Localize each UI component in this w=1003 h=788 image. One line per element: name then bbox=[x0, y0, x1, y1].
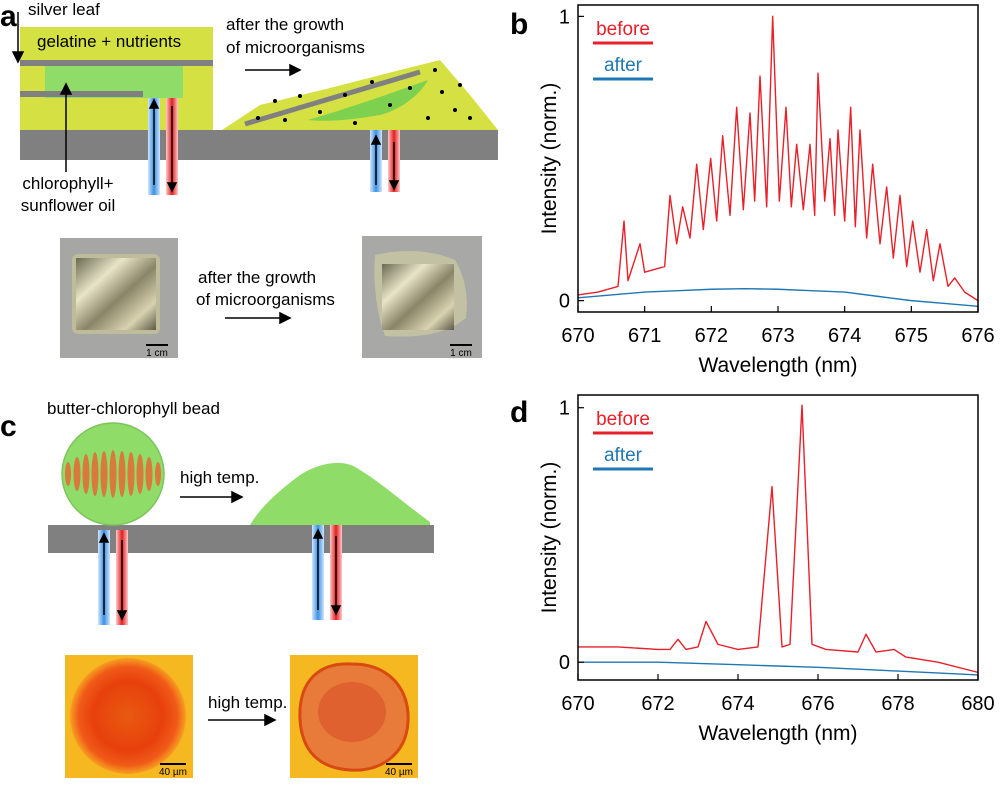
label: of microorganisms bbox=[226, 38, 365, 57]
scale-label: 40 µm bbox=[385, 767, 413, 778]
label: silver leaf bbox=[28, 0, 100, 19]
y-tick-label: 0 bbox=[559, 291, 570, 313]
charts: 670 671 672 673 674 675 676 0 1 Wavelength (nm) In… bbox=[538, 4, 995, 745]
silver-leaf bbox=[20, 60, 213, 66]
x-tick-label: 676 bbox=[801, 693, 834, 715]
x-tick-label: 674 bbox=[828, 325, 861, 347]
label: after the growth bbox=[226, 15, 344, 34]
legend-label: before bbox=[596, 409, 650, 430]
panel-a: a silver leaf gelatine + nutrients after… bbox=[0, 0, 498, 359]
x-tick-label: 671 bbox=[628, 325, 661, 347]
substrate bbox=[20, 130, 498, 160]
dots bbox=[256, 68, 472, 125]
y-tick-label: 1 bbox=[559, 398, 570, 420]
line-series bbox=[577, 15, 979, 302]
label: butter-chlorophyll bead bbox=[47, 399, 220, 418]
label: after the growth bbox=[198, 268, 316, 287]
x-tick-label: 670 bbox=[561, 325, 594, 347]
bead-modes bbox=[65, 450, 161, 498]
chart: 670 671 672 673 674 675 676 0 1 Wavelength (nm) In… bbox=[538, 4, 995, 377]
x-tick-label: 680 bbox=[961, 693, 994, 715]
panel-label: d bbox=[510, 396, 528, 429]
arrows bbox=[11, 12, 400, 325]
scale-label: 1 cm bbox=[450, 348, 472, 359]
x-tick-label: 672 bbox=[641, 693, 674, 715]
arrows bbox=[98, 490, 342, 727]
y-tick-label: 1 bbox=[559, 6, 570, 28]
x-tick-label: 670 bbox=[561, 693, 594, 715]
x-tick-label: 678 bbox=[881, 693, 914, 715]
photo-silver bbox=[76, 258, 156, 330]
label: high temp. bbox=[180, 468, 259, 487]
x-tick-label: 676 bbox=[961, 325, 994, 347]
line-series bbox=[578, 661, 979, 676]
legend-label: after bbox=[604, 445, 643, 466]
label: high temp. bbox=[208, 693, 287, 712]
panel-label: a bbox=[0, 0, 17, 33]
x-tick-label: 673 bbox=[761, 325, 794, 347]
x-tick-label: 675 bbox=[895, 325, 928, 347]
chlorophyll-layer bbox=[308, 80, 428, 121]
melted-bead bbox=[250, 462, 430, 525]
label: sunflower oil bbox=[21, 196, 116, 215]
silver-leaf bbox=[20, 91, 143, 97]
y-axis-label: Intensity (norm.) bbox=[538, 83, 561, 235]
panel-label: b bbox=[510, 8, 528, 41]
x-tick-label: 674 bbox=[721, 693, 754, 715]
legend-label: before bbox=[596, 19, 650, 40]
photo-bead-core bbox=[318, 682, 386, 742]
substrate bbox=[48, 525, 434, 553]
legend-label: after bbox=[604, 55, 643, 76]
scale-label: 40 µm bbox=[159, 767, 187, 778]
photo-bead bbox=[70, 658, 186, 774]
line-series bbox=[578, 404, 979, 674]
silver-leaf bbox=[244, 69, 421, 127]
y-tick-label: 0 bbox=[559, 652, 570, 674]
x-tick-label: 672 bbox=[695, 325, 728, 347]
chart: 670 672 674 676 678 680 0 1 Wavelength (nm) Inten… bbox=[538, 394, 995, 745]
y-axis-label: Intensity (norm.) bbox=[538, 462, 561, 614]
scale-label: 1 cm bbox=[146, 348, 168, 359]
label: of microorganisms bbox=[196, 290, 335, 309]
panel-c: c butter-chlorophyll bead high temp. hig… bbox=[0, 399, 434, 778]
plot-frame bbox=[577, 394, 979, 681]
label: chlorophyll+ bbox=[22, 174, 113, 193]
x-axis-label: Wavelength (nm) bbox=[698, 354, 857, 377]
line-series bbox=[577, 287, 979, 308]
panel-label: c bbox=[0, 410, 17, 443]
x-axis-label: Wavelength (nm) bbox=[698, 722, 857, 745]
label: gelatine + nutrients bbox=[37, 32, 181, 51]
photo-silver bbox=[382, 264, 454, 330]
